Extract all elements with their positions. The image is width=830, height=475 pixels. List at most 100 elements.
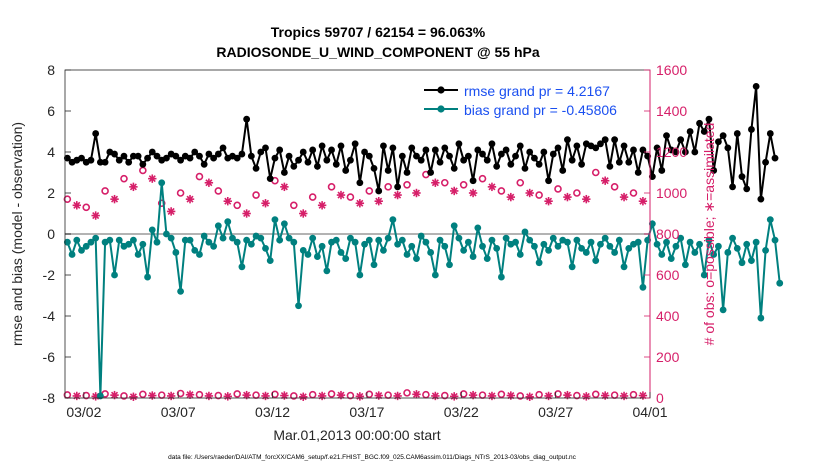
bias-point — [691, 249, 699, 256]
bias-point — [276, 236, 284, 244]
obs-possible-point — [252, 191, 260, 199]
bias-point — [139, 240, 147, 248]
rmse-point — [521, 165, 529, 172]
rmse-point — [564, 136, 571, 144]
bias-point — [743, 240, 751, 248]
bias-point — [521, 228, 529, 236]
rmse-point — [497, 150, 505, 158]
rmse-point — [762, 158, 769, 166]
bias-point — [309, 234, 317, 242]
bias-point — [620, 263, 628, 271]
rmse-point — [573, 142, 581, 150]
bias-point — [568, 263, 576, 271]
y-right-tick-label: 1200 — [656, 144, 687, 160]
bias-point — [488, 236, 496, 244]
rmse-point — [540, 148, 548, 156]
rmse-point — [205, 150, 213, 158]
bias-point — [106, 236, 114, 244]
bias-point — [464, 238, 472, 246]
rmse-point — [313, 162, 321, 170]
obs-assimilated-bottom-point — [563, 390, 572, 400]
rmse-point — [111, 150, 118, 158]
rmse-point — [356, 179, 364, 187]
bias-point — [413, 255, 420, 262]
bias-point — [380, 247, 387, 254]
obs-assimilated-bottom-point — [450, 392, 459, 401]
obs-assimilated-bottom-point — [525, 392, 534, 401]
rmse-point — [408, 144, 416, 152]
obs-assimilated-point — [544, 197, 553, 206]
obs-assimilated-bottom-point — [204, 391, 214, 401]
bias-point — [615, 236, 623, 244]
rmse-point — [347, 156, 354, 164]
bias-point — [365, 236, 373, 244]
rmse-point — [455, 140, 463, 148]
rmse-point — [771, 154, 779, 162]
bias-point — [403, 251, 411, 258]
bias-point — [266, 257, 274, 265]
rmse-point — [342, 167, 350, 174]
obs-assimilated-point — [129, 182, 138, 192]
obs-assimilated-point — [600, 176, 610, 185]
x-tick-label: 03/02 — [66, 404, 101, 420]
obs-assimilated-point — [412, 188, 421, 198]
bias-point — [262, 244, 269, 252]
rmse-point — [568, 156, 576, 164]
bias-point — [130, 236, 137, 244]
bias-point — [332, 236, 340, 244]
rmse-point — [120, 152, 128, 160]
rmse-point — [422, 146, 430, 154]
x-axis-label: Mar.01,2013 00:00:00 start — [273, 427, 440, 443]
rmse-point — [130, 152, 137, 160]
y-left-tick-label: 2 — [47, 185, 55, 201]
bias-point — [68, 251, 76, 258]
obs-assimilated-bottom-point — [393, 391, 402, 401]
bias-point — [200, 232, 208, 240]
y-right-tick-label: 1400 — [656, 103, 687, 119]
bias-point — [611, 249, 619, 256]
obs-assimilated-bottom-point — [280, 391, 289, 400]
bias-point — [724, 249, 732, 256]
bias-point — [705, 236, 713, 244]
bias-point — [172, 249, 180, 256]
bias-point — [625, 244, 633, 252]
obs-possible-point — [478, 174, 487, 183]
obs-assimilated-point — [261, 199, 270, 208]
bias-point — [710, 251, 718, 258]
bias-point — [512, 238, 519, 246]
bias-point — [776, 279, 784, 287]
obs-assimilated-bottom-point — [72, 391, 81, 401]
rmse-point — [370, 165, 378, 172]
bias-point — [271, 216, 279, 224]
rmse-point — [436, 158, 444, 166]
rmse-point — [483, 156, 491, 164]
rmse-point — [592, 144, 600, 152]
rmse-point — [351, 140, 359, 148]
bias-point — [450, 222, 458, 230]
bias-point — [408, 242, 416, 250]
rmse-point — [615, 158, 623, 166]
rmse-point — [535, 160, 543, 168]
bias-point — [592, 257, 600, 265]
bias-point — [82, 242, 90, 250]
bias-point — [205, 238, 213, 246]
obs-possible-bottom-point — [365, 390, 374, 399]
rmse-point — [148, 148, 156, 156]
bias-point — [460, 247, 468, 254]
obs-assimilated-point — [619, 192, 629, 202]
rmse-point — [394, 183, 402, 191]
rmse-point — [719, 132, 727, 140]
rmse-point — [115, 156, 123, 164]
rmse-point — [172, 152, 180, 160]
rmse-point — [625, 158, 633, 166]
rmse-point — [280, 169, 288, 176]
rmse-point — [380, 142, 387, 150]
rmse-point — [271, 154, 279, 162]
obs-assimilated-point — [336, 190, 346, 200]
obs-assimilated-bottom-point — [223, 392, 232, 401]
rmse-point — [92, 130, 100, 137]
bias-point — [342, 255, 350, 262]
rmse-point — [460, 156, 468, 164]
rmse-point — [606, 162, 614, 170]
bias-point — [634, 238, 642, 246]
